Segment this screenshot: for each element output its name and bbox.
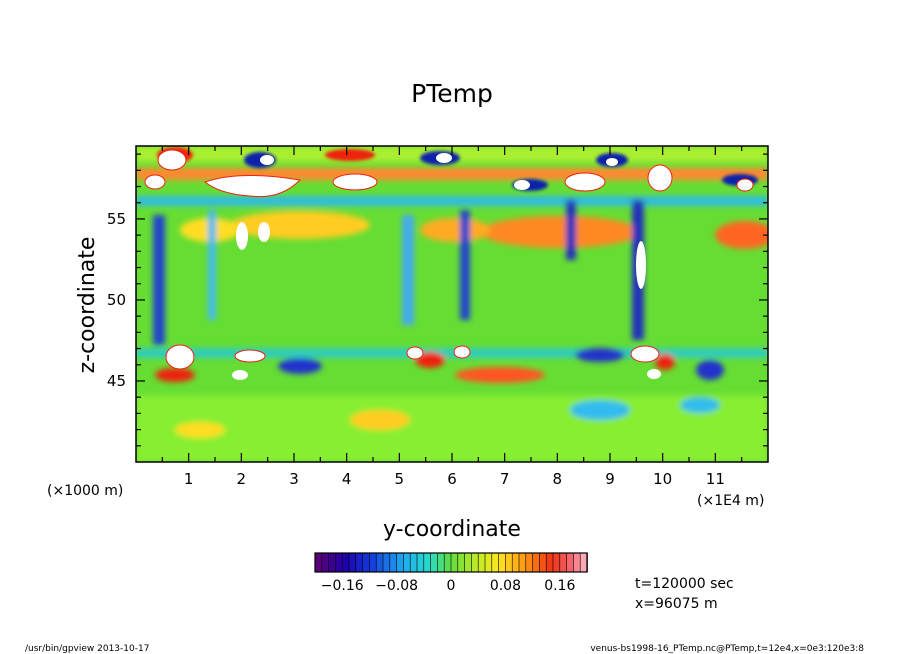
colorbar-cell [450, 552, 459, 573]
colorbar-cell [348, 552, 357, 573]
colorbar-cell [321, 552, 330, 573]
x-tick-label: 1 [184, 470, 194, 488]
colorbar-cell [403, 552, 411, 573]
colorbar-cell [573, 552, 582, 573]
footer-right: venus-bs1998-16_PTemp.nc@PTemp,t=12e4,x=… [590, 644, 864, 654]
colorbar-cell [369, 552, 377, 573]
colorbar-cell [566, 552, 575, 573]
colorbar-tick-label: 0 [447, 578, 456, 594]
colorbar-cell [471, 552, 479, 573]
x-tick-label: 4 [342, 470, 352, 488]
colorbar-cell [423, 552, 432, 573]
colorbar-cell [505, 552, 513, 573]
colorbar-cell [484, 552, 493, 573]
colorbar-cell [382, 552, 391, 573]
colorbar-cell [396, 552, 405, 573]
colorbar-tick-label: 0.08 [490, 578, 521, 594]
colorbar-cell [416, 552, 425, 573]
x-tick-label: 8 [553, 470, 563, 488]
y-tick-label: 55 [107, 210, 126, 228]
colorbar-tick-label: 0.16 [544, 578, 575, 594]
colorbar-tick-labels: −0.16 −0.08 0 0.08 0.16 [321, 578, 576, 594]
colorbar-cell [355, 552, 364, 573]
colorbar-tick-label: −0.08 [375, 578, 418, 594]
colorbar-cell [559, 552, 568, 573]
x-tick-label: 5 [395, 470, 405, 488]
colorbar-cell [430, 552, 439, 573]
colorbar-cell [362, 552, 371, 573]
colorbar-cell [335, 552, 343, 573]
colorbar [314, 552, 588, 573]
colorbar-frame [314, 552, 588, 573]
colorbar-cell [341, 552, 350, 573]
colorbar-cell [314, 552, 323, 573]
y-multiplier-label: (×1000 m) [47, 483, 123, 499]
x-tick-label: 9 [605, 470, 615, 488]
chart-title: PTemp [411, 79, 493, 108]
colorbar-cell [477, 552, 486, 573]
colorbar-cell [498, 552, 507, 573]
x-tick-label: 7 [500, 470, 510, 488]
colorbar-cell [491, 552, 500, 573]
colorbar-cell [443, 552, 452, 573]
y-tick-label: 50 [107, 291, 126, 309]
x-axis-label: y-coordinate [383, 517, 521, 542]
y-axis-ticks: 45 50 55 [107, 153, 768, 447]
colorbar-cell [525, 552, 534, 573]
colorbar-cell [511, 552, 520, 573]
y-tick-label: 45 [107, 372, 126, 390]
heatmap-field [136, 146, 768, 462]
colorbar-cell [518, 552, 527, 573]
colorbar-cell [464, 552, 473, 573]
x-axis-ticks: 1 2 3 4 5 6 7 8 9 10 11 [161, 146, 743, 488]
colorbar-cell [409, 552, 418, 573]
colorbar-cell [532, 552, 541, 573]
y-axis-label: z-coordinate [75, 237, 100, 374]
colorbar-cell [457, 552, 466, 573]
footer-left: /usr/bin/gpview 2013-10-17 [25, 644, 149, 654]
x-tick-label: 2 [237, 470, 247, 488]
time-annotation: t=120000 sec [635, 576, 734, 592]
colorbar-cell [375, 552, 384, 573]
x-tick-label: 6 [447, 470, 457, 488]
colorbar-cell [552, 552, 561, 573]
x-tick-label: 10 [653, 470, 672, 488]
colorbar-cell [328, 552, 337, 573]
x-tick-label: 3 [289, 470, 299, 488]
x-position-annotation: x=96075 m [635, 596, 718, 612]
x-multiplier-label: (×1E4 m) [697, 493, 764, 509]
x-tick-label: 11 [706, 470, 725, 488]
colorbar-cell [545, 552, 554, 573]
colorbar-tick-label: −0.16 [321, 578, 364, 594]
colorbar-cell [389, 552, 398, 573]
colorbar-cell [539, 552, 548, 573]
colorbar-cell [437, 552, 445, 573]
